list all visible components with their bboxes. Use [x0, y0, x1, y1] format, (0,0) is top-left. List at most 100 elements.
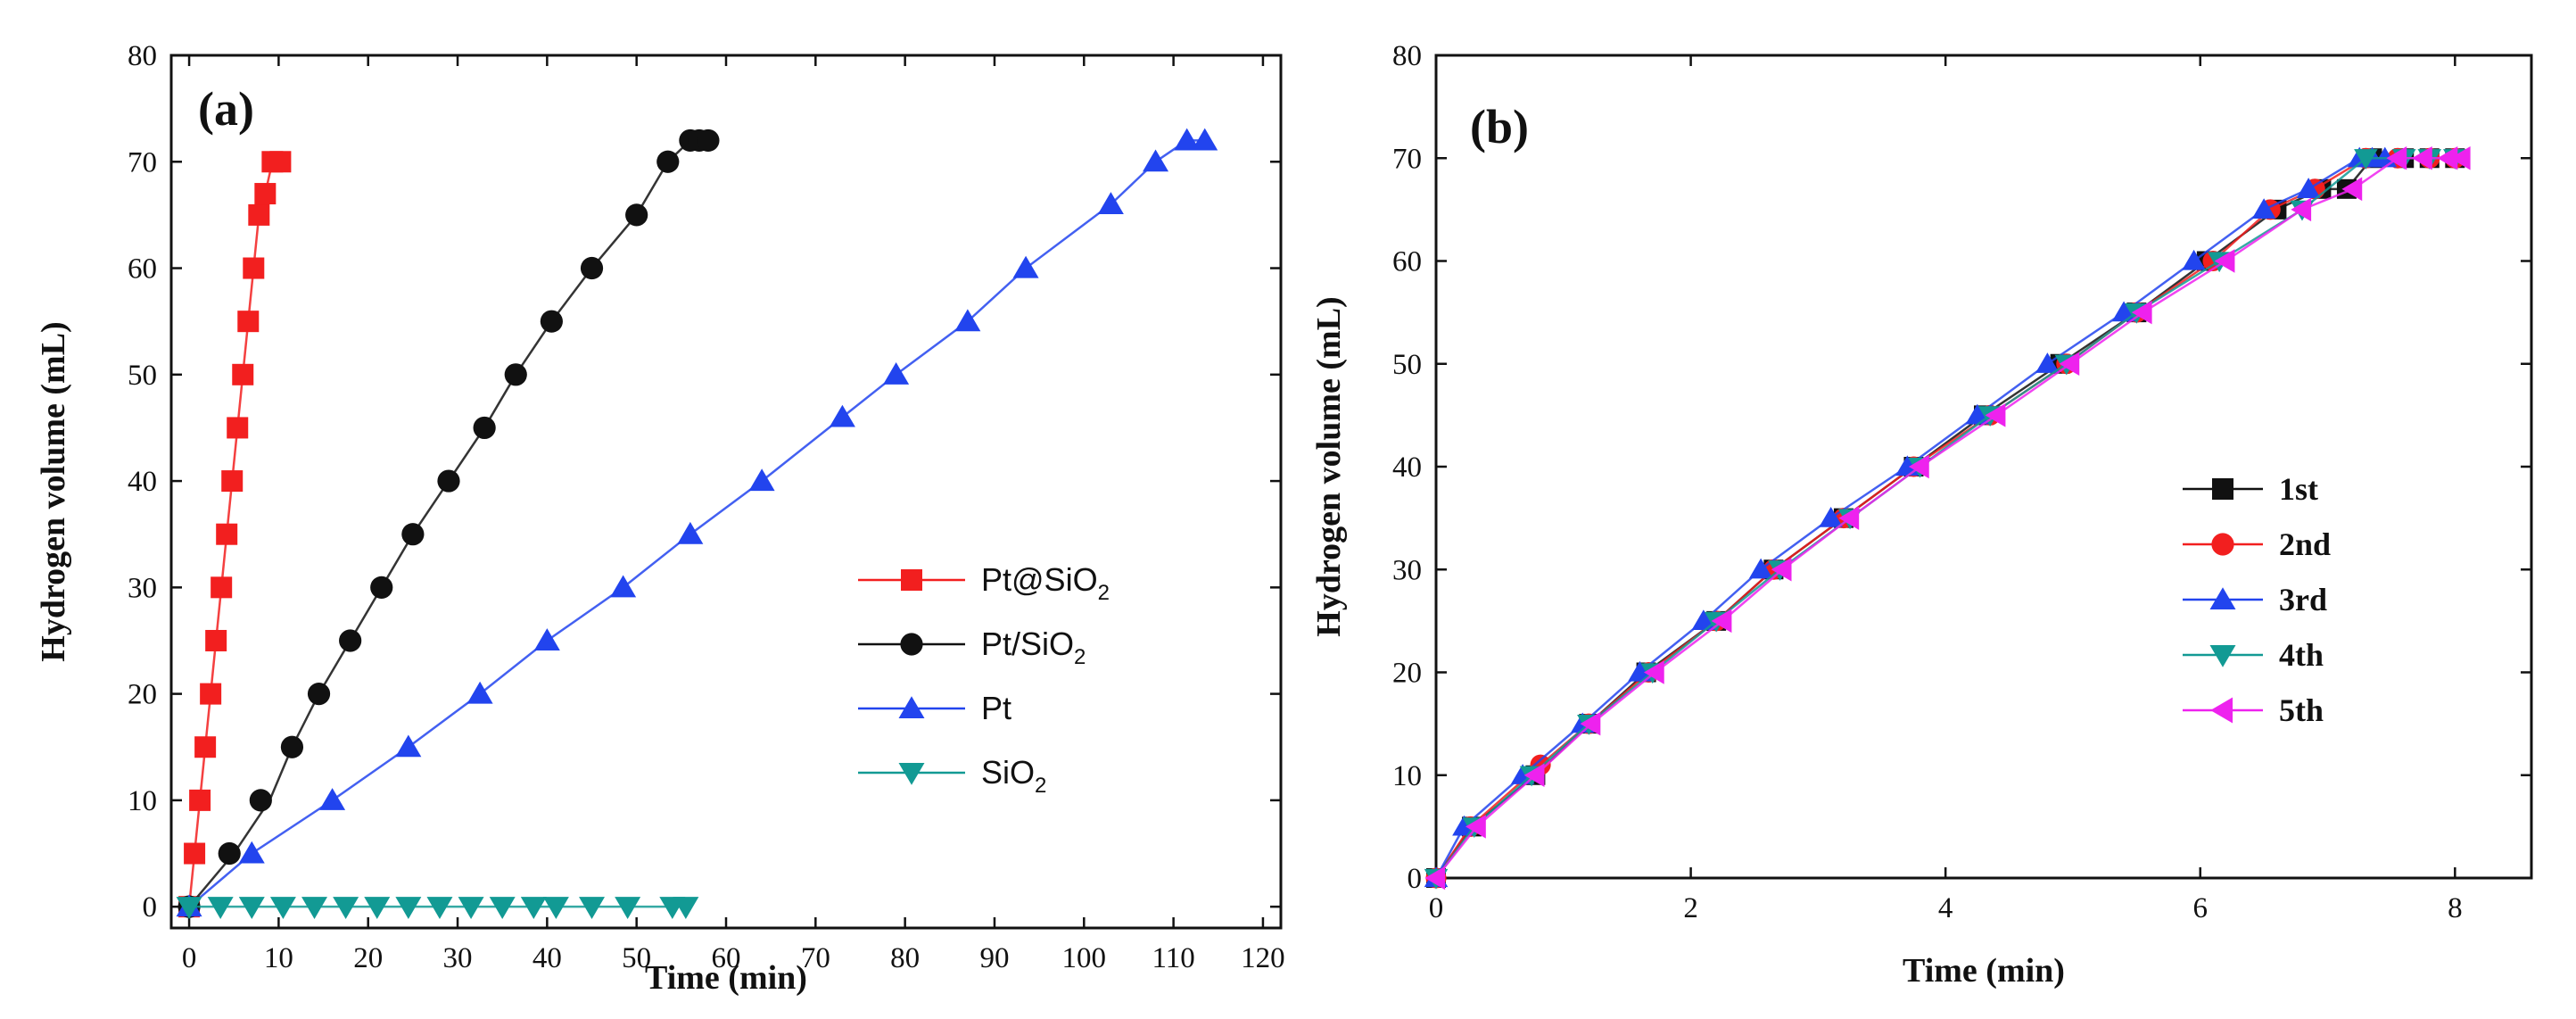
data-point: [673, 897, 699, 919]
data-point: [218, 841, 241, 866]
data-point: [829, 404, 855, 427]
data-point: [1838, 506, 1860, 530]
y-tick-label: 60: [128, 253, 157, 286]
series-5th: [1424, 145, 2471, 891]
legend-marker: [2210, 697, 2233, 724]
x-tick-label: 50: [622, 942, 651, 974]
series-2nd: [1425, 147, 2465, 889]
legend-marker: [898, 762, 925, 785]
series-line: [1434, 157, 2456, 879]
x-tick-label: 30: [443, 942, 473, 974]
series-pt: [176, 128, 1218, 917]
data-point: [2437, 145, 2458, 170]
data-point: [2291, 197, 2312, 222]
data-point: [615, 897, 641, 919]
y-tick-label: 10: [1392, 760, 1422, 792]
data-point: [1580, 711, 1601, 736]
data-point: [533, 628, 560, 651]
x-tick-label: 90: [979, 942, 1009, 974]
data-point: [1628, 660, 1652, 682]
data-point: [333, 897, 359, 919]
data-point: [364, 897, 391, 919]
legend: Pt@SiO2 Pt/SiO2 Pt SiO2: [858, 561, 1110, 798]
y-tick-label: 10: [128, 785, 157, 817]
y-axis-title: Hydrogen volume (mL): [1310, 296, 1348, 636]
legend-label: Pt@SiO2: [981, 561, 1110, 605]
legend-marker: [2212, 478, 2233, 500]
x-tick-label: 110: [1152, 942, 1194, 974]
data-point: [2214, 249, 2235, 273]
legend-marker: [2211, 533, 2234, 556]
data-point: [677, 521, 704, 544]
data-point: [504, 363, 527, 386]
y-tick-label: 50: [128, 360, 157, 392]
legend-label: SiO2: [981, 754, 1046, 798]
data-point: [238, 897, 265, 919]
series-pt-sio2: [178, 151, 292, 918]
data-point: [2341, 177, 2363, 202]
series-line: [1435, 157, 2462, 879]
x-tick-label: 0: [182, 942, 197, 974]
data-point: [1174, 128, 1201, 151]
y-tick-label: 70: [128, 146, 157, 178]
legend-label: 5th: [2279, 692, 2324, 728]
series-3rd: [1424, 146, 2398, 888]
data-point: [339, 629, 362, 652]
data-point: [216, 523, 238, 545]
data-point: [520, 897, 547, 919]
data-point: [280, 735, 304, 758]
legend-marker: [2209, 587, 2236, 610]
data-point: [1523, 763, 1545, 788]
panel-label: (b): [1470, 100, 1529, 153]
data-point: [200, 683, 222, 705]
y-axis-title: Hydrogen volume (mL): [35, 321, 72, 661]
y-tick-label: 0: [1408, 863, 1423, 895]
x-tick-label: 40: [533, 942, 562, 974]
y-tick-label: 80: [128, 40, 157, 72]
x-tick-label: 120: [1241, 942, 1285, 974]
y-tick-label: 60: [1392, 246, 1422, 278]
data-point: [395, 897, 422, 919]
data-point: [269, 897, 296, 919]
data-point: [319, 788, 346, 810]
y-tick-label: 40: [1392, 452, 1422, 484]
data-point: [184, 842, 206, 865]
data-point: [2354, 149, 2378, 170]
legend-label: 1st: [2279, 471, 2318, 507]
x-tick-label: 6: [2192, 892, 2208, 924]
data-point: [540, 310, 563, 333]
legend-marker: [2209, 644, 2236, 667]
x-axis-title: Time (min): [1903, 952, 2065, 990]
data-point: [473, 416, 496, 440]
data-point: [395, 734, 422, 758]
data-point: [1097, 192, 1124, 215]
x-tick-label: 100: [1062, 942, 1107, 974]
data-point: [232, 363, 254, 385]
data-point: [1466, 815, 1486, 839]
data-point: [579, 897, 606, 919]
x-tick-label: 70: [801, 942, 830, 974]
data-point: [269, 151, 292, 173]
series-line: [1434, 157, 2456, 879]
y-tick-label: 30: [1392, 554, 1422, 586]
data-point: [883, 362, 910, 385]
x-axis-title: Time (min): [645, 959, 807, 997]
data-point: [2182, 249, 2206, 270]
data-point: [238, 841, 265, 864]
data-point: [205, 629, 227, 651]
data-point: [307, 683, 331, 706]
series-line: [1434, 157, 2385, 879]
data-point: [2411, 145, 2432, 170]
data-point: [1819, 506, 1843, 527]
data-point: [610, 575, 637, 598]
data-point: [249, 789, 272, 812]
data-point: [656, 150, 680, 173]
data-point: [489, 897, 516, 919]
legend-marker: [901, 569, 922, 591]
x-tick-label: 2: [1683, 892, 1698, 924]
data-point: [254, 183, 277, 205]
legend-label: 2nd: [2279, 526, 2331, 562]
data-point: [697, 128, 720, 153]
y-tick-label: 80: [1392, 40, 1422, 72]
